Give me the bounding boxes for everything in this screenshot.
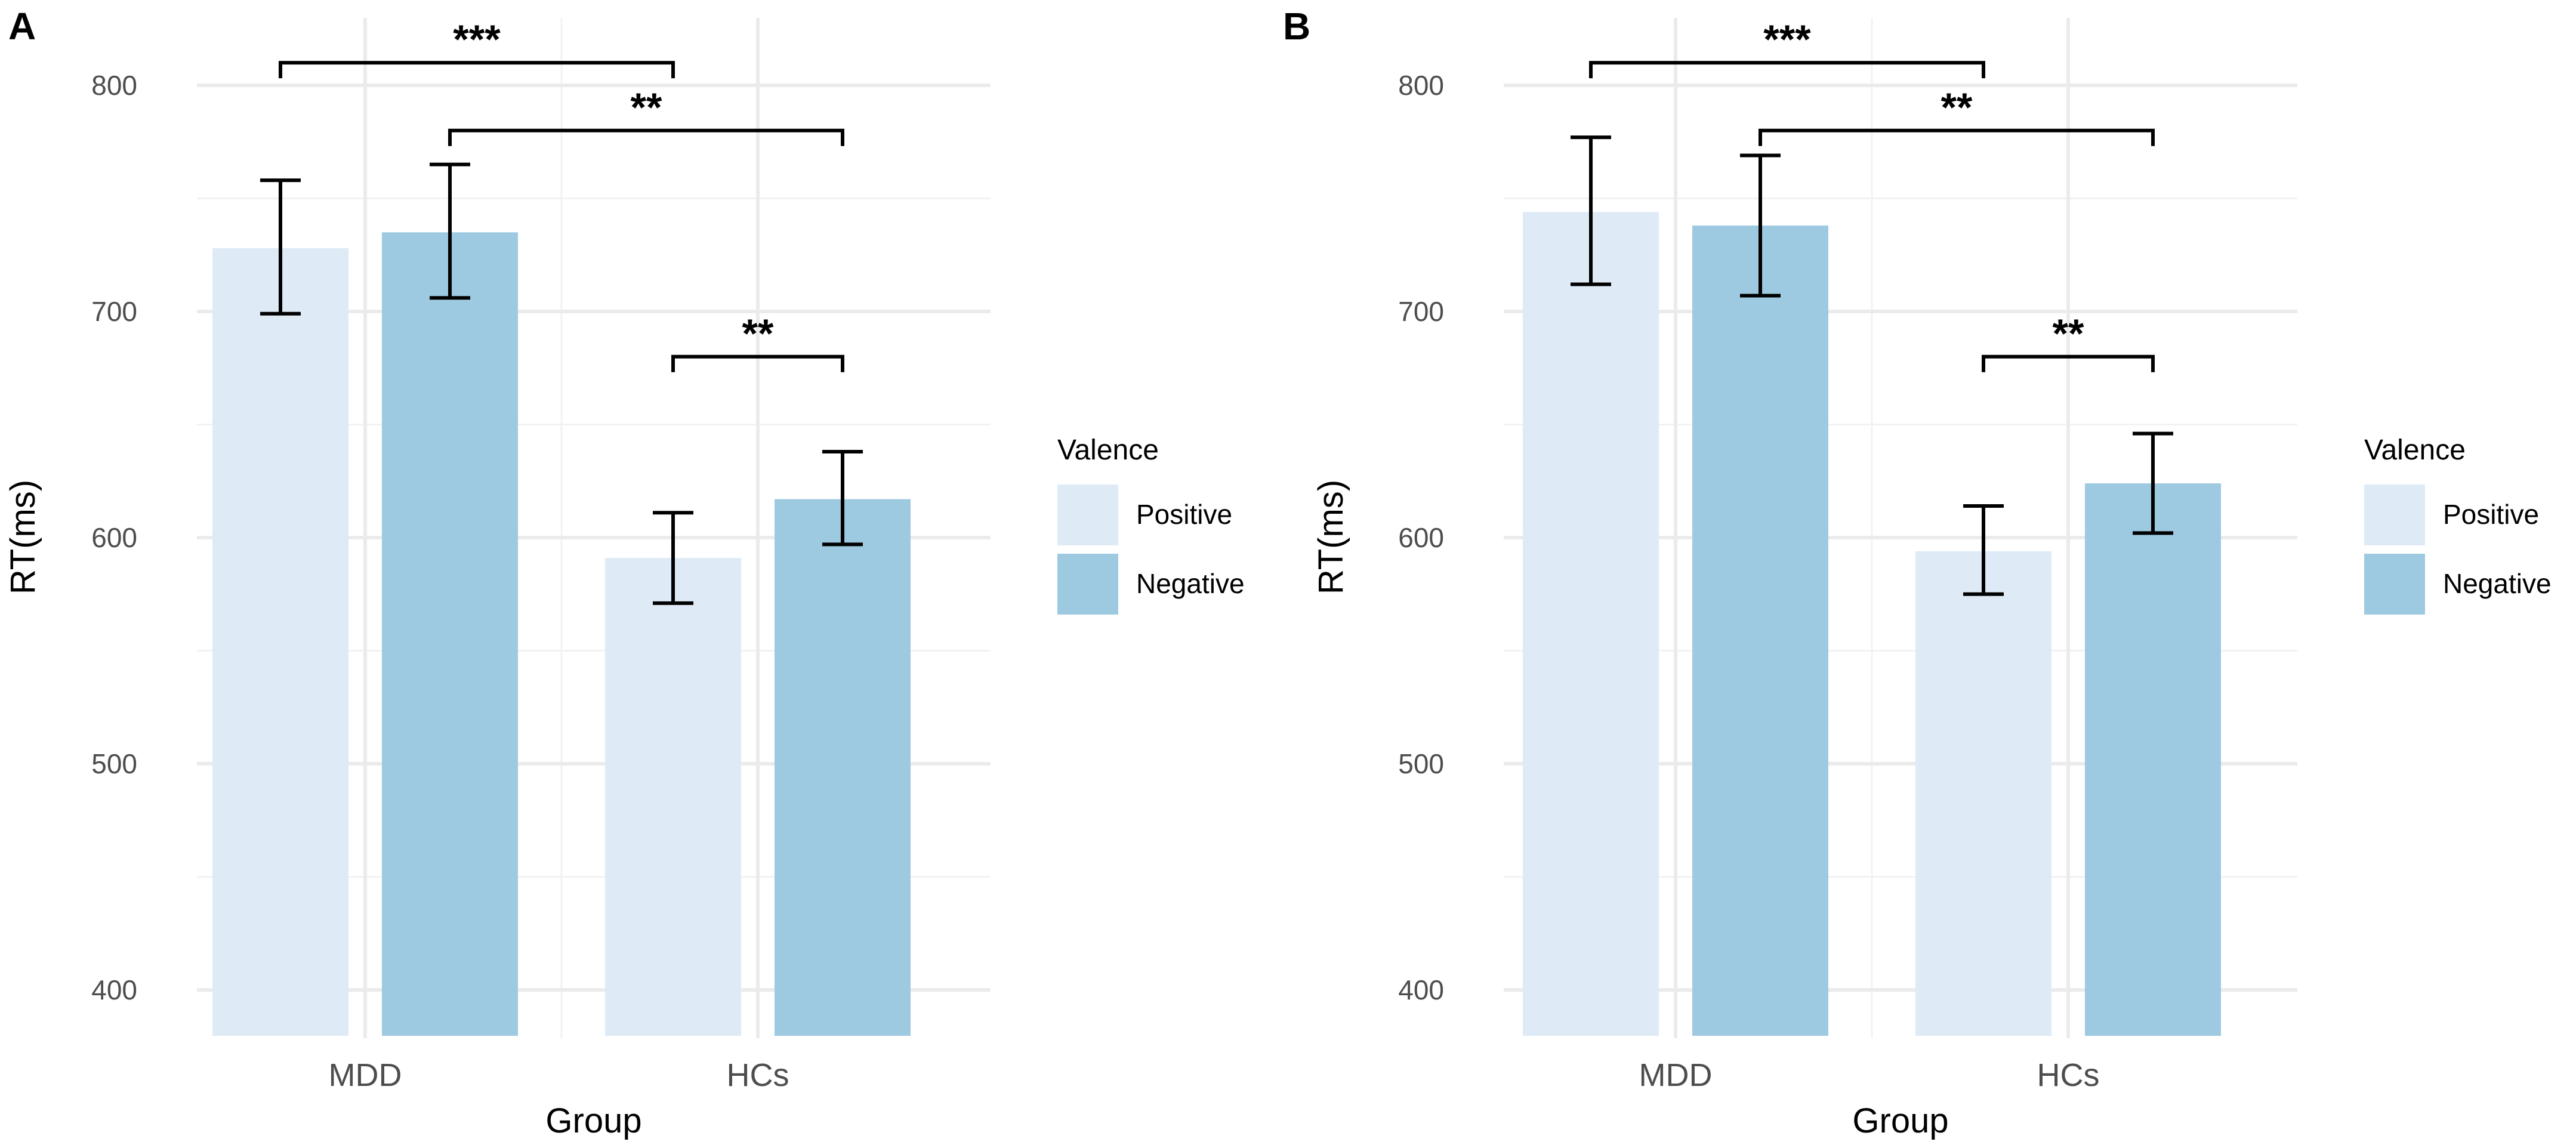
legend-label-positive: Positive	[2443, 499, 2539, 530]
error-bar	[430, 162, 470, 300]
x-tick-label: HCs	[2037, 1057, 2100, 1093]
bar-negative-mdd	[382, 232, 518, 1036]
error-bar	[2133, 431, 2173, 535]
x-tick-label: HCs	[727, 1057, 789, 1093]
significance-label: ***	[1763, 17, 1811, 62]
legend-key-negative	[2364, 554, 2425, 615]
significance-label: ***	[453, 17, 501, 62]
error-bar	[822, 449, 863, 547]
significance-bracket	[448, 128, 844, 146]
significance-bracket	[671, 354, 844, 372]
x-tick-label: MDD	[329, 1057, 402, 1093]
y-axis-title: RT(ms)	[4, 480, 42, 594]
x-axis-title: Group	[545, 1101, 641, 1140]
y-tick-label: 400	[91, 974, 137, 1005]
legend-key-negative	[1057, 554, 1118, 615]
panel-letter: B	[1283, 5, 1310, 48]
legend-label-positive: Positive	[1136, 499, 1232, 530]
legend-label-negative: Negative	[1136, 568, 1245, 599]
legend-key-positive	[1057, 484, 1118, 545]
error-bar	[653, 511, 693, 605]
y-tick-label: 600	[91, 522, 137, 553]
legend-title: Valence	[1057, 434, 1159, 466]
bar-positive-hcs	[1915, 551, 2051, 1036]
legend-key-positive	[2364, 484, 2425, 545]
legend-label-negative: Negative	[2443, 568, 2552, 599]
significance-label: **	[631, 85, 662, 130]
error-bar	[1963, 504, 2004, 596]
significance-bracket	[279, 61, 675, 79]
legend-title: Valence	[2364, 434, 2466, 466]
y-tick-label: 500	[1398, 748, 1444, 779]
bar-positive-mdd	[1523, 212, 1659, 1036]
y-tick-label: 400	[1398, 974, 1444, 1005]
panel-letter: A	[8, 5, 36, 48]
error-bar	[1740, 153, 1781, 298]
significance-label: **	[742, 311, 774, 356]
error-bar	[260, 178, 301, 316]
significance-bracket	[1982, 354, 2155, 372]
significance-label: **	[2053, 311, 2084, 356]
bar-positive-hcs	[605, 558, 741, 1036]
y-tick-label: 600	[1398, 522, 1444, 553]
significance-label: **	[1941, 85, 1973, 130]
y-tick-label: 800	[91, 70, 137, 101]
legend: Valence Positive Negative	[2364, 434, 2552, 615]
x-axis-title: Group	[1852, 1101, 1948, 1140]
error-bar	[1571, 135, 1611, 286]
y-axis-title: RT(ms)	[1312, 480, 1350, 594]
bar-negative-hcs	[2085, 483, 2221, 1036]
significance-bracket	[1759, 128, 2155, 146]
y-tick-label: 500	[91, 748, 137, 779]
y-tick-label: 700	[91, 296, 137, 327]
y-tick-label: 800	[1398, 70, 1444, 101]
bar-negative-mdd	[1692, 225, 1828, 1036]
bar-negative-hcs	[775, 499, 911, 1036]
x-tick-label: MDD	[1639, 1057, 1713, 1093]
bar-positive-mdd	[212, 248, 348, 1036]
legend: Valence Positive Negative	[1057, 434, 1245, 615]
y-tick-label: 700	[1398, 296, 1444, 327]
significance-bracket	[1589, 61, 1985, 79]
